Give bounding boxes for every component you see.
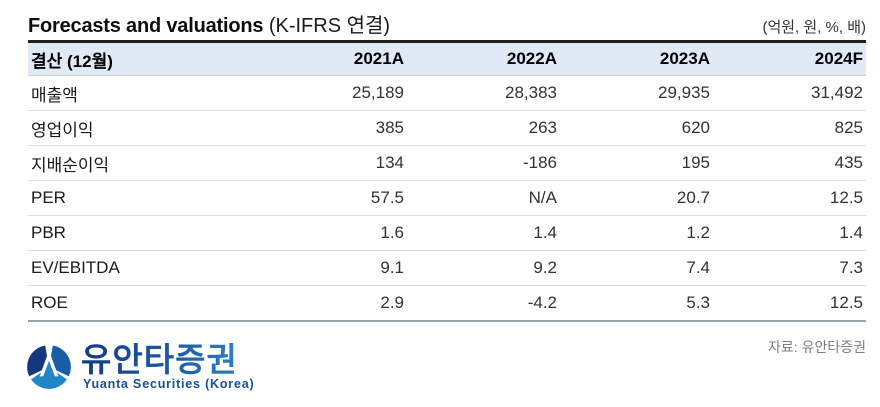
cell-value: N/A — [407, 180, 560, 216]
table-row-per: PER 57.5 N/A 20.7 12.5 — [28, 180, 866, 216]
cell-value: 7.3 — [713, 250, 866, 286]
cell-value: 1.4 — [713, 215, 866, 251]
table-row-net-profit: 지배순이익 134 -186 195 435 — [28, 145, 866, 181]
table-row-pbr: PBR 1.6 1.4 1.2 1.4 — [28, 215, 866, 251]
row-label: ROE — [28, 285, 254, 321]
cell-value: 57.5 — [254, 180, 407, 216]
row-label: PBR — [28, 215, 254, 251]
page-title-suffix: (K-IFRS 연결) — [263, 15, 391, 37]
cell-value: -4.2 — [407, 285, 560, 321]
yuanta-logo-english: Yuanta Securities (Korea) — [83, 377, 255, 391]
title-bar: Forecasts and valuations (K-IFRS 연결) (억원… — [28, 9, 866, 38]
cell-value: 9.1 — [254, 250, 407, 286]
header-cell-2022a: 2022A — [407, 41, 560, 76]
cell-value: 1.6 — [254, 215, 407, 251]
cell-value: 12.5 — [713, 285, 866, 321]
cell-value: 29,935 — [658, 83, 710, 102]
yuanta-logo-text: 유안타증권 Yuanta Securities (Korea) — [81, 343, 254, 391]
units-note: (억원, 원, %, 배) — [762, 19, 866, 36]
cell-value: 2.9 — [254, 285, 407, 321]
cell-value: 5.3 — [560, 285, 713, 321]
table-row-roe: ROE 2.9 -4.2 5.3 12.5 — [28, 285, 866, 321]
cell-value: 28,383 — [505, 83, 557, 102]
table-row-operating-profit: 영업이익 385 263 620 825 — [28, 110, 866, 146]
table-header-row: 결산 (12월) 2021A 2022A 2023A 2024F — [28, 41, 866, 76]
header-cell-2023a: 2023A — [560, 41, 713, 76]
row-label: 지배순이익 — [28, 145, 254, 181]
cell-value: 12.5 — [713, 180, 866, 216]
cell-value: 385 — [254, 110, 407, 146]
cell-value: 195 — [560, 145, 713, 181]
header-cell-2024f: 2024F — [713, 41, 866, 76]
cell-value: 31,492 — [811, 83, 863, 102]
cell-value: -186 — [407, 145, 560, 181]
cell-value: 7.4 — [560, 250, 713, 286]
source-note: 자료: 유안타증권 — [768, 339, 866, 355]
page-title-main: Forecasts and valuations — [28, 15, 264, 37]
table-row-revenue: 매출액 25,189 28,383 29,935 31,492 — [28, 76, 866, 111]
cell-value: 1.2 — [560, 215, 713, 251]
yuanta-logo-korean: 유안타증권 — [81, 343, 254, 376]
yuanta-logo-mark-icon — [27, 345, 71, 389]
cell-value: 435 — [713, 145, 866, 181]
page-title: Forecasts and valuations (K-IFRS 연결) — [28, 9, 390, 38]
yuanta-logo: 유안타증권 Yuanta Securities (Korea) — [24, 342, 254, 392]
cell-value: 20.7 — [560, 180, 713, 216]
header-cell-2021a: 2021A — [254, 41, 407, 76]
forecasts-valuations-table: 결산 (12월) 2021A 2022A 2023A 2024F 매출액 25,… — [28, 40, 866, 322]
row-label: EV/EBITDA — [28, 250, 254, 286]
cell-value: 620 — [560, 110, 713, 146]
cell-value: 1.4 — [407, 215, 560, 251]
cell-value: 825 — [713, 110, 866, 146]
cell-value: 263 — [407, 110, 560, 146]
row-label: 영업이익 — [28, 110, 254, 146]
cell-value: 134 — [254, 145, 407, 181]
table-row-ev-ebitda: EV/EBITDA 9.1 9.2 7.4 7.3 — [28, 250, 866, 286]
row-label: PER — [28, 180, 254, 216]
cell-value: 9.2 — [407, 250, 560, 286]
cell-value: 25,189 — [352, 83, 404, 102]
row-label: 매출액 — [31, 85, 78, 105]
header-cell-label: 결산 (12월) — [28, 41, 254, 76]
